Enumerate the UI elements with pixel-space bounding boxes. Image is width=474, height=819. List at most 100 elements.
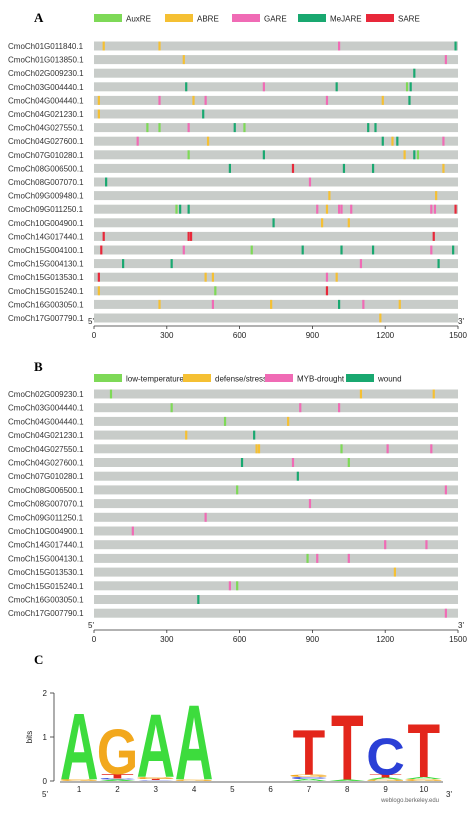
site-abre — [391, 136, 394, 146]
panel-a-letter: A — [34, 10, 44, 25]
panel-a-gene-tracks: CmoCh01G011840.1 CmoCh01G013850.1 CmoCh02G… — [8, 41, 458, 323]
site-mejare — [340, 245, 343, 255]
site-gare — [350, 204, 353, 214]
site-gare — [158, 95, 161, 105]
logo-letter-a: A — [136, 695, 175, 796]
site-abre — [158, 41, 161, 51]
gene-track-cmoch15g004130-1: CmoCh15G004130.1 — [8, 259, 458, 269]
logo-letter-a: A — [405, 777, 444, 780]
site-myb-drought — [347, 553, 350, 563]
promoter-bar — [94, 485, 458, 495]
x-tick-label: 1500 — [449, 635, 467, 644]
site-gare — [362, 299, 365, 309]
promoter-bar — [94, 204, 458, 214]
gene-label: CmoCh04G027600.1 — [8, 459, 84, 468]
logo-letter-g: G — [135, 777, 177, 780]
promoter-bar — [94, 231, 458, 241]
legend-label-abre: ABRE — [197, 15, 219, 24]
site-abre — [379, 313, 382, 323]
site-mejare — [202, 109, 205, 119]
gene-track-cmoch09g009480-1: CmoCh09G009480.1 — [8, 191, 458, 201]
promoter-bar — [94, 458, 458, 467]
gene-track-cmoch17g007790-1: CmoCh17G007790.1 — [8, 608, 458, 618]
three-prime-label: 3' — [446, 790, 452, 799]
gene-label: CmoCh16G003050.1 — [8, 596, 84, 605]
gene-track-cmoch03g004440-1: CmoCh03G004440.1 — [8, 82, 458, 92]
logo-letter-t: T — [293, 717, 326, 789]
site-myb-drought — [228, 581, 231, 591]
promoter-bar — [94, 68, 458, 78]
logo-letter-g: G — [58, 779, 100, 782]
x-tick-label: 300 — [160, 635, 174, 644]
promoter-bar — [94, 430, 458, 440]
gene-label: CmoCh03G004440.1 — [8, 404, 84, 413]
logo-letter-c: C — [136, 780, 175, 781]
gene-track-cmoch04g021230-1: CmoCh04G021230.1 — [8, 109, 458, 119]
promoter-bar — [94, 82, 458, 92]
site-mejare — [170, 259, 173, 269]
logo-position-6: 6 — [268, 785, 273, 794]
promoter-bar — [94, 55, 458, 65]
promoter-bar — [94, 553, 458, 563]
logo-position-5: 5 — [230, 785, 235, 794]
gene-track-cmoch04g027550-1: CmoCh04G027550.1 — [8, 123, 458, 133]
gene-label: CmoCh09G009480.1 — [8, 192, 84, 201]
gene-track-cmoch08g007070-1: CmoCh08G007070.1 — [8, 177, 458, 187]
gene-track-cmoch04g027600-1: CmoCh04G027600.1 — [8, 458, 458, 468]
site-gare — [442, 136, 445, 146]
five-prime-label: 5' — [88, 317, 94, 326]
logo-position-index: 5 — [230, 785, 235, 794]
site-gare — [308, 177, 312, 187]
site-myb-drought — [308, 499, 312, 509]
gene-track-cmoch08g006500-1: CmoCh08G006500.1 — [8, 485, 458, 495]
logo-position-index: 4 — [192, 785, 197, 794]
gene-label: CmoCh04G027550.1 — [8, 124, 84, 133]
logo-position-index: 9 — [383, 785, 388, 794]
site-low-temperature — [236, 485, 239, 495]
gene-label: CmoCh10G004900.1 — [8, 219, 84, 228]
logo-letter-c: C — [290, 777, 329, 780]
site-abre — [211, 272, 215, 282]
logo-position-index: 3 — [154, 785, 159, 794]
site-gare — [211, 299, 215, 309]
x-tick-label: 600 — [233, 635, 247, 644]
panel-a-x-axis: 0 300 600 900 1200 1500 5' 3' — [88, 317, 467, 340]
gene-label: CmoCh15G004130.1 — [8, 260, 84, 269]
site-mejare — [371, 163, 375, 173]
logo-position-index: 1 — [77, 785, 82, 794]
legend-swatch-myb-drought — [265, 374, 293, 382]
site-low-temperature — [236, 581, 239, 591]
gene-label: CmoCh15G013530.1 — [8, 568, 84, 577]
site-mejare — [105, 177, 108, 187]
site-auxre — [146, 123, 149, 133]
gene-label: CmoCh15G015240.1 — [8, 287, 84, 296]
site-abre — [347, 218, 350, 228]
gene-label: CmoCh04G021230.1 — [8, 431, 84, 440]
legend-label-sare: SARE — [398, 15, 420, 24]
site-defense-stress — [287, 416, 290, 426]
site-abre — [398, 299, 401, 309]
site-auxre — [214, 286, 217, 296]
promoter-bar — [94, 41, 458, 51]
legend-label-mejare: MeJARE — [330, 15, 362, 24]
site-low-temperature — [223, 416, 227, 426]
gene-label: CmoCh09G011250.1 — [8, 513, 84, 522]
promoter-bar — [94, 259, 458, 269]
site-gare — [325, 272, 329, 282]
logo-position-1: GA1 — [58, 694, 100, 800]
gene-label: CmoCh08G007070.1 — [8, 500, 84, 509]
logo-letter-a: A — [366, 777, 405, 780]
site-sare — [325, 286, 329, 296]
site-abre — [328, 191, 331, 201]
gene-label: CmoCh14G017440.1 — [8, 232, 84, 241]
gene-track-cmoch17g007790-1: CmoCh17G007790.1 — [8, 313, 458, 323]
gene-label: CmoCh04G021230.1 — [8, 110, 84, 119]
site-auxre — [250, 245, 253, 255]
site-gare — [262, 82, 265, 92]
site-mejare — [413, 68, 416, 78]
x-tick-label: 300 — [160, 331, 174, 340]
site-auxre — [243, 123, 246, 133]
legend-swatch-abre — [165, 14, 193, 22]
